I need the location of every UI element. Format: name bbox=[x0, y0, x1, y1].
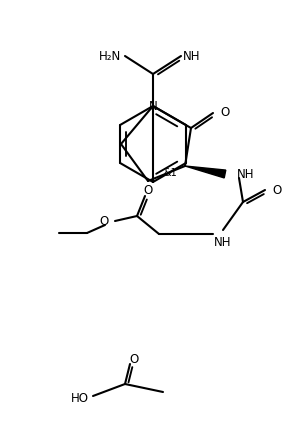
Polygon shape bbox=[185, 167, 226, 178]
Text: HO: HO bbox=[71, 391, 89, 404]
Text: NH: NH bbox=[183, 49, 201, 62]
Text: O: O bbox=[100, 215, 109, 228]
Text: NH: NH bbox=[237, 168, 255, 181]
Text: O: O bbox=[143, 184, 153, 197]
Text: O: O bbox=[220, 105, 229, 118]
Text: O: O bbox=[129, 353, 139, 366]
Text: H₂N: H₂N bbox=[99, 50, 121, 63]
Text: &1: &1 bbox=[163, 168, 177, 178]
Text: O: O bbox=[272, 184, 281, 197]
Text: N: N bbox=[149, 100, 158, 113]
Text: NH: NH bbox=[214, 236, 232, 249]
